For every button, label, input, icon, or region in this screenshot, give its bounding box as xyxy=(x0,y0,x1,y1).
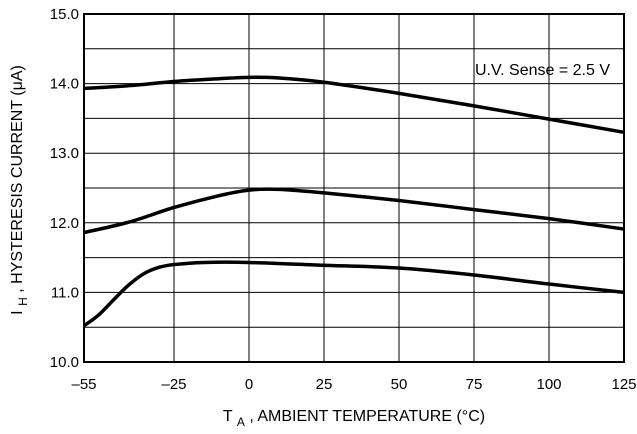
grid xyxy=(83,13,625,363)
x-axis-title-symbol: T xyxy=(223,408,233,425)
y-tick-labels: 10.0 11.0 12.0 13.0 14.0 15.0 xyxy=(50,6,79,371)
x-tick-label: 0 xyxy=(245,376,253,393)
y-axis-title-text: , HYSTERESIS CURRENT (μA) xyxy=(9,65,26,293)
y-tick-label: 10.0 xyxy=(50,354,79,371)
x-tick-label: 100 xyxy=(536,376,561,393)
x-axis-title-text: , AMBIENT TEMPERATURE (°C) xyxy=(249,408,485,425)
x-axis-title-subscript: A xyxy=(237,415,245,429)
y-tick-label: 13.0 xyxy=(50,145,79,162)
y-tick-label: 14.0 xyxy=(50,76,79,93)
x-tick-label: 25 xyxy=(316,376,333,393)
y-tick-label: 11.0 xyxy=(51,284,79,301)
series-line-1 xyxy=(83,75,625,135)
x-tick-label: 50 xyxy=(391,376,408,393)
x-tick-label: 75 xyxy=(466,376,483,393)
series-line-2 xyxy=(83,187,625,235)
chart-annotation: U.V. Sense = 2.5 V xyxy=(475,62,610,79)
y-tick-label: 12.0 xyxy=(50,215,79,232)
curves xyxy=(82,75,625,328)
x-tick-label: 125 xyxy=(611,376,636,393)
x-axis-title: T A , AMBIENT TEMPERATURE (°C) xyxy=(223,408,485,430)
series-line-3 xyxy=(82,260,625,328)
y-axis-title-subscript: H xyxy=(16,297,30,306)
plot-frame xyxy=(83,13,625,363)
x-tick-labels: –55 –25 0 25 50 75 100 125 xyxy=(71,376,636,393)
y-axis-title-symbol: I xyxy=(9,310,26,314)
y-axis-title: I H , HYSTERESIS CURRENT (μA) xyxy=(9,65,31,315)
x-tick-label: –55 xyxy=(71,376,96,393)
x-tick-label: –25 xyxy=(161,376,186,393)
y-tick-label: 15.0 xyxy=(50,6,79,23)
